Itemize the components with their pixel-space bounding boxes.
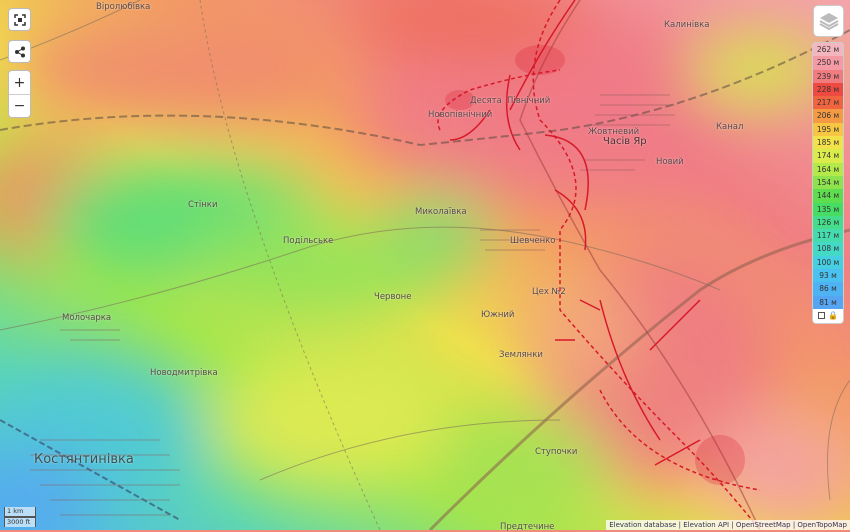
place-label: Ступочки [535,447,578,457]
place-label: Миколаївка [415,207,467,217]
scale-imperial: 3000 ft [4,517,36,527]
place-label: Землянки [499,350,543,360]
place-label: Десята [470,96,502,106]
place-label: Молочарка [62,313,112,323]
legend-item: 81 м [813,295,843,309]
attribution-link[interactable]: OpenTopoMap [797,521,847,529]
legend-item: 144 м [813,189,843,203]
place-label: Калинівка [664,20,710,30]
place-label: Новопівнічний [428,110,493,120]
place-label: Предтечине [500,522,555,532]
checkbox[interactable] [818,312,826,320]
place-label: Віролюбівка [96,2,151,12]
fullscreen-button[interactable] [8,8,31,31]
fullscreen-icon [13,13,26,26]
place-label: Новодмитрівка [150,368,218,378]
place-label: Червоне [374,292,412,302]
place-label: Подільське [283,236,334,246]
legend-item: 86 м [813,282,843,296]
legend-item: 228 м [813,82,843,97]
place-label: Шевченко [510,236,556,246]
place-label: Южний [481,310,515,320]
legend-item: 195 м [813,122,843,137]
legend-item: 185 м [813,136,843,150]
attribution: Elevation database | Elevation API | Ope… [606,520,850,530]
legend-item: 154 м [813,175,843,190]
zoom-in-button[interactable]: + [13,74,26,91]
place-label: Часів Яр [603,136,647,147]
legend-item: 117 м [813,229,843,243]
place-label: Цех №2 [532,287,566,297]
elevation-legend: 262 м 250 м 239 м 228 м 217 м 206 м 195 м 185 м… [812,42,844,324]
place-label: Жовтневий [588,127,640,137]
place-label: Північний [507,96,551,106]
place-label: Костянтинівка [34,452,134,467]
legend-footer: 🔒 [813,309,843,323]
lock-icon[interactable]: 🔒 [828,311,838,321]
place-label: Канал [716,122,744,132]
legend-item: 262 м [813,43,843,57]
legend-item: 93 м [813,269,843,283]
legend-item: 100 м [813,255,843,270]
attribution-link[interactable]: Elevation database [609,521,677,529]
legend-item: 108 м [813,242,843,256]
zoom-out-button[interactable]: − [9,94,30,117]
layers-button[interactable] [813,5,844,37]
legend-item: 126 м [813,215,843,230]
attribution-link[interactable]: OpenStreetMap [735,521,791,529]
place-label: Новий [656,157,684,167]
legend-item: 164 м [813,162,843,176]
share-button[interactable] [8,40,31,63]
legend-item: 174 м [813,149,843,163]
legend-item: 206 м [813,109,843,123]
layers-icon [819,13,838,30]
scale-bar: 1 km 3000 ft [4,507,36,527]
attribution-link[interactable]: Elevation API [683,521,730,529]
share-icon [14,46,25,57]
legend-item: 250 м [813,56,843,70]
scale-metric: 1 km [4,507,36,517]
legend-item: 239 м [813,69,843,83]
place-label: Стінки [188,200,218,210]
zoom-control: + − [8,70,31,118]
legend-item: 217 м [813,96,843,110]
legend-item: 135 м [813,202,843,216]
